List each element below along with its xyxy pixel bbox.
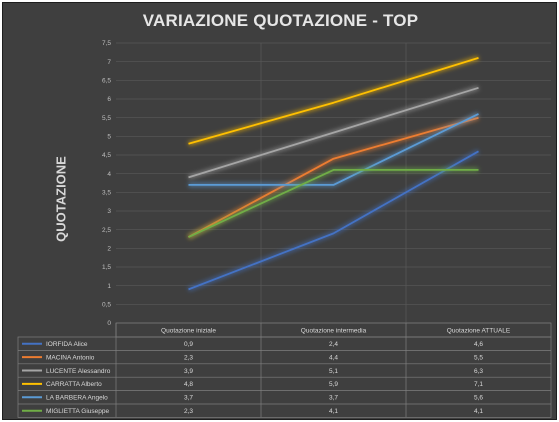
series-line-4 [188, 57, 479, 145]
table-value-cell: 4,8 [184, 381, 193, 388]
table-value-cell: 2,4 [329, 341, 338, 348]
table-value-cell: 5,9 [329, 381, 338, 388]
y-tick-label: 4,5 [102, 152, 111, 159]
y-tick-label: 0 [107, 320, 111, 327]
table-value-cell: 5,5 [474, 354, 483, 361]
table-value-cell: 4,1 [474, 408, 483, 415]
series-line-1 [188, 150, 479, 291]
series-glow-6 [187, 167, 479, 240]
legend-entry: CARRATTA Alberto [46, 381, 102, 388]
table-value-cell: 3,9 [184, 368, 193, 375]
table-value-cell: 6,3 [474, 368, 483, 375]
series-line-6 [188, 168, 479, 238]
series-line-5 [188, 113, 479, 186]
y-tick-label: 4 [107, 171, 111, 178]
table-value-cell: 3,7 [184, 395, 193, 402]
table-value-cell: 4,1 [329, 408, 338, 415]
table-header-cell: Quotazione iniziale [161, 328, 216, 335]
y-tick-label: 6,5 [102, 78, 111, 85]
y-tick-label: 0,5 [102, 302, 111, 309]
table-value-cell: 4,6 [474, 341, 483, 348]
y-tick-label: 2 [107, 246, 111, 253]
y-tick-label: 6 [107, 96, 111, 103]
series-line-2 [188, 116, 479, 238]
table-value-cell: 7,1 [474, 381, 483, 388]
table-header-cell: Quotazione ATTUALE [447, 328, 511, 335]
table-value-cell: 5,1 [329, 368, 338, 375]
table-value-cell: 3,7 [329, 395, 338, 402]
y-tick-label: 1 [107, 283, 111, 290]
legend-entry: MIGLIETTA Giuseppe [46, 408, 109, 415]
y-tick-label: 7,5 [102, 40, 111, 47]
table-value-cell: 2,3 [184, 354, 193, 361]
legend-entry: IORFIDA Alice [46, 341, 88, 348]
chart-title: VARIAZIONE QUOTAZIONE - TOP [142, 11, 419, 30]
y-tick-label: 5,5 [102, 115, 111, 122]
table-value-cell: 2,3 [184, 408, 193, 415]
y-tick-label: 2,5 [102, 227, 111, 234]
table-value-cell: 5,6 [474, 395, 483, 402]
y-tick-label: 7 [107, 59, 111, 66]
series-line-3 [188, 86, 479, 179]
line-chart: 0 0,5 1 1,5 2 2,5 3 3,5 4 4,5 5 5,5 6 6,5 7 7,5 Quotazi… [17, 40, 552, 418]
y-tick-label: 3 [107, 208, 111, 215]
y-tick-label: 3,5 [102, 190, 111, 197]
y-tick-label: 1,5 [102, 264, 111, 271]
legend-entry: LUCENTE Alessandro [46, 368, 111, 375]
table-value-cell: 4,4 [329, 354, 338, 361]
table-header-cell: Quotazione intermedia [301, 328, 367, 335]
y-tick-label: 5 [107, 134, 111, 141]
legend-entry: LA BARBERA Angelo [46, 395, 108, 402]
legend-entry: MACINA Antonio [46, 354, 95, 361]
table-value-cell: 0,9 [184, 341, 193, 348]
